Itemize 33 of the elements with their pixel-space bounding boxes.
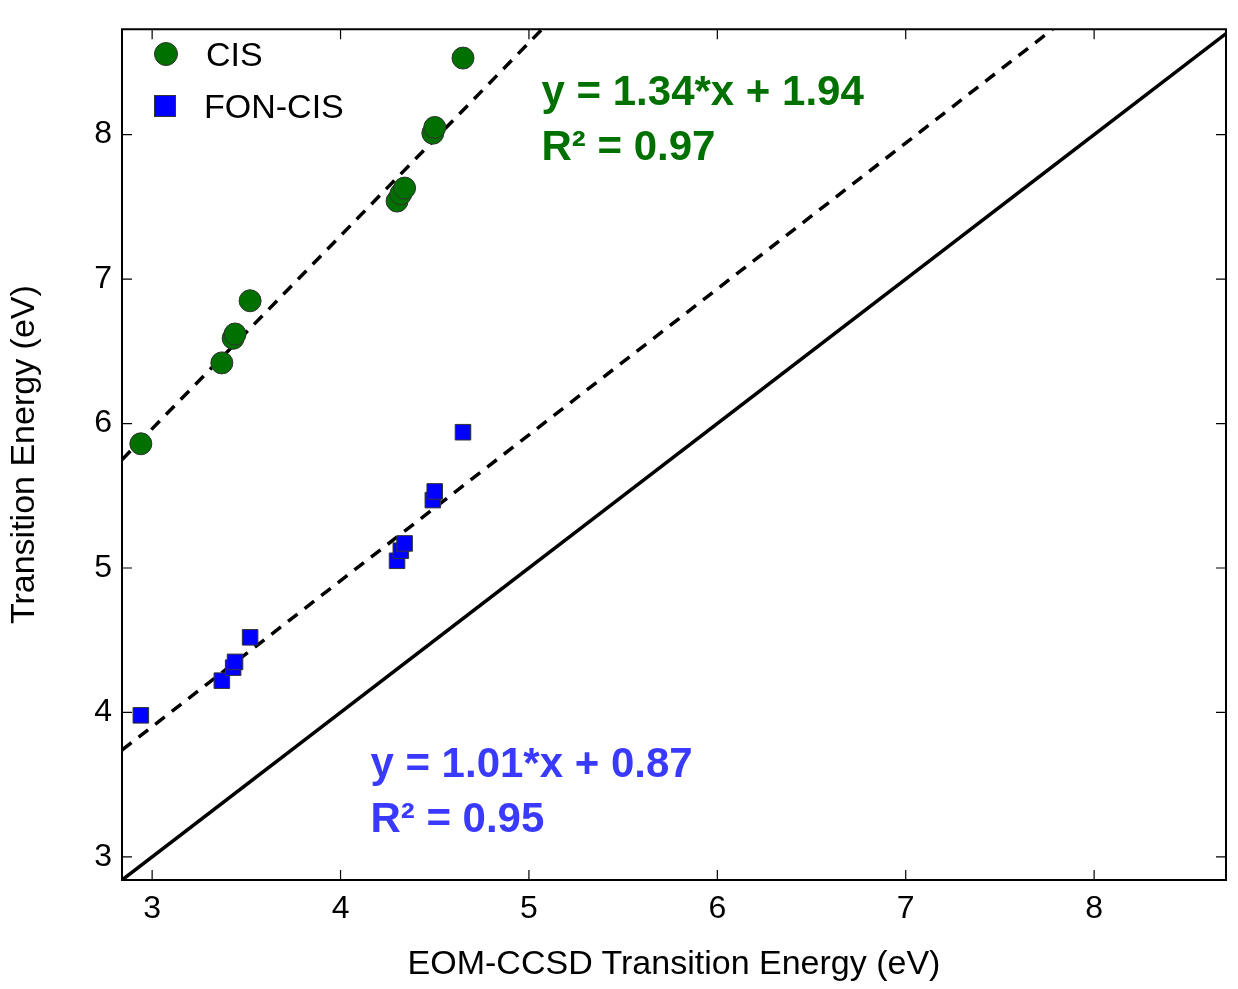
point (241, 629, 259, 646)
y-tick-label: 6 (94, 403, 112, 440)
point (129, 432, 153, 456)
y-tick-label: 7 (94, 258, 112, 295)
x-tick-label: 4 (331, 889, 350, 926)
x-axis-title: EOM-CCSD Transition Energy (eV) (407, 942, 941, 981)
x-tick-label: 6 (708, 889, 727, 926)
legend-label: CIS (206, 34, 263, 74)
point (226, 653, 244, 671)
y-tick-label: 4 (94, 692, 112, 729)
annotation: y = 1.34*x + 1.94 (541, 66, 865, 114)
point (426, 483, 444, 500)
point (396, 535, 413, 552)
annotation: y = 1.01*x + 0.87 (370, 738, 693, 786)
y-tick-label: 5 (94, 547, 112, 584)
point (213, 672, 231, 689)
point (210, 351, 234, 375)
annotation: R² = 0.97 (541, 121, 716, 169)
point (454, 423, 472, 441)
y-tick-label: 8 (94, 114, 112, 151)
annotation: R² = 0.95 (370, 794, 545, 842)
x-tick-label: 3 (143, 889, 162, 926)
point (132, 707, 150, 724)
x-tick-label: 8 (1085, 889, 1104, 926)
y-axis-title: Transition Energy (eV) (2, 285, 41, 625)
x-tick-label: 5 (520, 889, 538, 926)
legend-label: FON-CIS (204, 86, 344, 126)
point (451, 46, 475, 70)
y-tick-label: 3 (94, 836, 112, 873)
point (423, 115, 447, 139)
x-tick-label: 7 (896, 889, 915, 926)
point (393, 176, 417, 200)
point (238, 289, 262, 313)
